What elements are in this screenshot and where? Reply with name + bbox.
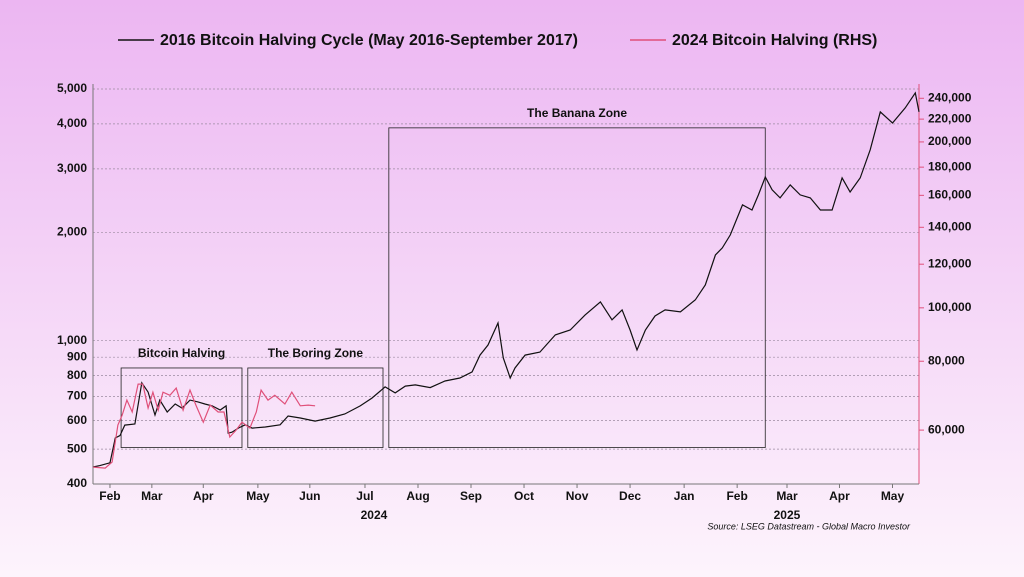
y2-tick-label: 220,000 (928, 111, 972, 125)
series-line (92, 383, 316, 469)
legend-label: 2024 Bitcoin Halving (RHS) (672, 32, 877, 49)
y2-tick-label: 180,000 (928, 159, 972, 173)
series-line (92, 91, 920, 468)
x-tick-label: Jul (356, 489, 373, 503)
y-tick-label: 5,000 (57, 81, 87, 95)
zone-label: Bitcoin Halving (138, 346, 225, 360)
source: Source: LSEG Datastream - Global Macro I… (707, 521, 911, 531)
y-tick-label: 700 (67, 389, 87, 403)
y2-tick-label: 80,000 (928, 353, 965, 367)
x-tick-label: Feb (726, 489, 747, 503)
x-tick-label: Sep (460, 489, 482, 503)
zone-box (388, 127, 766, 448)
x-tick-label: Aug (406, 489, 429, 503)
x-tick-label: Oct (514, 489, 534, 503)
y-tick-label: 2,000 (57, 224, 87, 238)
zone-label: The Boring Zone (268, 346, 364, 360)
x-tick-label: Mar (141, 489, 163, 503)
x-tick-label: Nov (566, 489, 589, 503)
y2-tick-label: 60,000 (928, 422, 965, 436)
zone-label: The Banana Zone (527, 106, 627, 120)
x-tick-label: Dec (619, 489, 641, 503)
y2-tick-label: 120,000 (928, 256, 972, 270)
y-tick-label: 900 (67, 349, 87, 363)
y2-tick-label: 240,000 (928, 90, 972, 104)
x-tick-label: Apr (193, 489, 214, 503)
y-tick-label: 500 (67, 441, 87, 455)
y-tick-label: 400 (67, 476, 87, 490)
y-tick-label: 800 (67, 368, 87, 382)
y2-tick-label: 200,000 (928, 134, 972, 148)
y-tick-label: 1,000 (57, 333, 87, 347)
x-tick-label: Feb (99, 489, 120, 503)
year-label: 2024 (361, 508, 388, 522)
x-tick-label: May (881, 489, 905, 503)
x-tick-label: Jun (299, 489, 320, 503)
zone-box (120, 367, 243, 448)
x-tick-label: Jan (674, 489, 695, 503)
zone-box (247, 367, 384, 448)
y-tick-label: 600 (67, 413, 87, 427)
y2-tick-label: 140,000 (928, 219, 972, 233)
legend-label: 2016 Bitcoin Halving Cycle (May 2016-Sep… (160, 32, 578, 49)
y-tick-label: 4,000 (57, 116, 87, 130)
year-label: 2025 (774, 508, 801, 522)
y2-tick-label: 100,000 (928, 300, 972, 314)
y-tick-label: 3,000 (57, 161, 87, 175)
x-tick-label: May (246, 489, 270, 503)
y2-tick-label: 160,000 (928, 188, 972, 202)
x-tick-label: Mar (776, 489, 798, 503)
x-tick-label: Apr (829, 489, 850, 503)
